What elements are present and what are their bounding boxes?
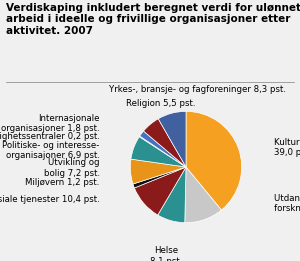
Text: Frivillighetssentraler 0,2 pst.: Frivillighetssentraler 0,2 pst.: [0, 132, 100, 141]
Text: Internasjonale
organisasjoner 1,8 pst.: Internasjonale organisasjoner 1,8 pst.: [1, 114, 100, 133]
Wedge shape: [186, 111, 242, 210]
Wedge shape: [139, 136, 186, 167]
Wedge shape: [133, 167, 186, 188]
Text: Kultur og fritid
39,0 pst.: Kultur og fritid 39,0 pst.: [274, 138, 300, 157]
Wedge shape: [158, 111, 186, 167]
Wedge shape: [143, 119, 186, 167]
Text: Utdanning og
forskning 11,3 pst.: Utdanning og forskning 11,3 pst.: [274, 194, 300, 213]
Wedge shape: [158, 167, 186, 223]
Text: Utvikling og
bolig 7,2 pst.: Utvikling og bolig 7,2 pst.: [44, 158, 100, 178]
Wedge shape: [130, 159, 186, 184]
Wedge shape: [134, 167, 186, 215]
Text: Religion 5,5 pst.: Religion 5,5 pst.: [126, 99, 196, 108]
Wedge shape: [185, 167, 221, 223]
Text: Sosiale tjenester 10,4 pst.: Sosiale tjenester 10,4 pst.: [0, 195, 100, 204]
Text: Verdiskaping inkludert beregnet verdi for ulønnet
arbeid i ideelle og frivillige: Verdiskaping inkludert beregnet verdi fo…: [6, 3, 300, 36]
Text: Politiske- og interesse-
organisajoner 6,9 pst.: Politiske- og interesse- organisajoner 6…: [2, 141, 100, 160]
Wedge shape: [140, 131, 186, 167]
Text: Yrkes-, bransje- og fagforeninger 8,3 pst.: Yrkes-, bransje- og fagforeninger 8,3 ps…: [109, 85, 286, 94]
Text: Helse
8,1 pst.: Helse 8,1 pst.: [150, 246, 183, 261]
Wedge shape: [131, 137, 186, 167]
Text: Miljøvern 1,2 pst.: Miljøvern 1,2 pst.: [25, 178, 100, 187]
